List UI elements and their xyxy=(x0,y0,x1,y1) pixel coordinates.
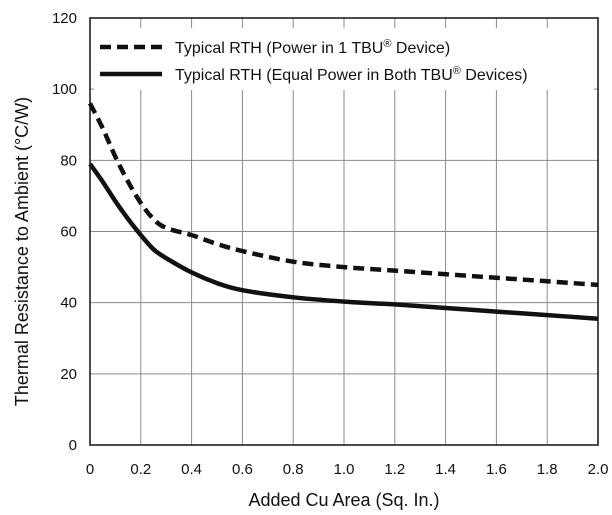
y-tick-label: 60 xyxy=(60,224,77,241)
y-tick-label: 40 xyxy=(60,295,77,312)
x-tick-label: 1.0 xyxy=(334,461,355,478)
y-tick-label: 80 xyxy=(60,152,77,169)
x-tick-label: 0.4 xyxy=(181,461,202,478)
y-tick-label: 100 xyxy=(52,81,77,98)
legend-text-tail: Devices) xyxy=(461,67,528,84)
legend-entry-1: Typical RTH (Power in 1 TBU® Device) xyxy=(175,38,450,57)
legend-background xyxy=(94,28,594,90)
x-tick-label: 1.4 xyxy=(435,461,456,478)
series-line-one-device-dashed xyxy=(87,102,599,288)
plot-frame xyxy=(89,17,599,446)
y-tick-label: 20 xyxy=(60,366,77,383)
x-axis-label: Added Cu Area (Sq. In.) xyxy=(248,490,439,510)
legend-text-tail: Device) xyxy=(391,40,450,57)
x-tick-label: 1.6 xyxy=(486,461,507,478)
x-tick-labels: 0 0.2 0.4 0.6 0.8 1.0 1.2 1.4 1.6 1.8 2.0 xyxy=(86,461,609,478)
legend: Typical RTH (Power in 1 TBU® Device)Typi… xyxy=(94,28,594,90)
x-tick-label: 1.8 xyxy=(537,461,558,478)
legend-text-main: Typical RTH (Power in 1 TBU xyxy=(175,40,383,57)
x-tick-label: 0.2 xyxy=(130,461,151,478)
x-tick-label: 0.8 xyxy=(283,461,304,478)
series-layer xyxy=(87,102,599,321)
legend-text-main: Typical RTH (Equal Power in Both TBU xyxy=(175,67,453,84)
y-tick-label: 0 xyxy=(69,437,77,454)
legend-text-sup: ® xyxy=(383,38,391,50)
x-tick-label: 0 xyxy=(86,461,94,478)
x-tick-label: 1.2 xyxy=(384,461,405,478)
x-tick-label: 0.6 xyxy=(232,461,253,478)
y-tick-label: 120 xyxy=(52,10,77,27)
legend-text-sup: ® xyxy=(453,65,461,77)
legend-entry-2: Typical RTH (Equal Power in Both TBU® De… xyxy=(175,65,528,84)
y-tick-labels: 0 20 40 60 80 100 120 xyxy=(52,10,77,454)
x-tick-label: 2.0 xyxy=(588,461,609,478)
series-line-both-devices-solid xyxy=(88,162,599,321)
y-axis-label: Thermal Resistance to Ambient (°C/W) xyxy=(12,97,32,406)
